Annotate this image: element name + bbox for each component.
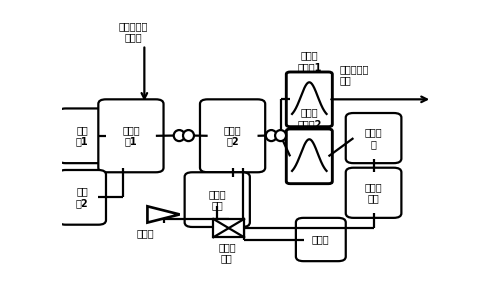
- FancyBboxPatch shape: [286, 72, 332, 127]
- FancyBboxPatch shape: [99, 99, 163, 172]
- FancyBboxPatch shape: [58, 108, 106, 163]
- FancyBboxPatch shape: [213, 219, 244, 237]
- Text: 激光
器1: 激光 器1: [76, 125, 88, 147]
- FancyBboxPatch shape: [286, 129, 332, 184]
- FancyBboxPatch shape: [185, 172, 250, 227]
- Text: 外调制
器1: 外调制 器1: [122, 125, 140, 147]
- Ellipse shape: [275, 130, 286, 141]
- Text: 待下转换微
波信号: 待下转换微 波信号: [118, 21, 148, 42]
- FancyBboxPatch shape: [346, 113, 401, 163]
- FancyBboxPatch shape: [58, 170, 106, 225]
- FancyBboxPatch shape: [346, 168, 401, 218]
- Text: 下转换信号
输出: 下转换信号 输出: [340, 64, 369, 86]
- Text: 光延迟
线: 光延迟 线: [365, 127, 382, 149]
- Text: 射频滤
波器: 射频滤 波器: [208, 189, 226, 210]
- Text: 射频耦
合器: 射频耦 合器: [218, 242, 236, 263]
- Text: 放大器: 放大器: [137, 228, 154, 238]
- Text: 光波长
滤波器2: 光波长 滤波器2: [297, 107, 321, 129]
- Ellipse shape: [266, 130, 277, 141]
- Text: 微波源: 微波源: [312, 234, 330, 244]
- Text: 激光
器2: 激光 器2: [76, 186, 88, 208]
- Text: 外调制
器2: 外调制 器2: [224, 125, 242, 147]
- Text: 光电探
测器: 光电探 测器: [365, 182, 382, 204]
- Ellipse shape: [183, 130, 194, 141]
- Ellipse shape: [174, 130, 185, 141]
- Text: 光波长
滤波器1: 光波长 滤波器1: [297, 50, 321, 72]
- FancyBboxPatch shape: [200, 99, 265, 172]
- FancyBboxPatch shape: [296, 218, 346, 261]
